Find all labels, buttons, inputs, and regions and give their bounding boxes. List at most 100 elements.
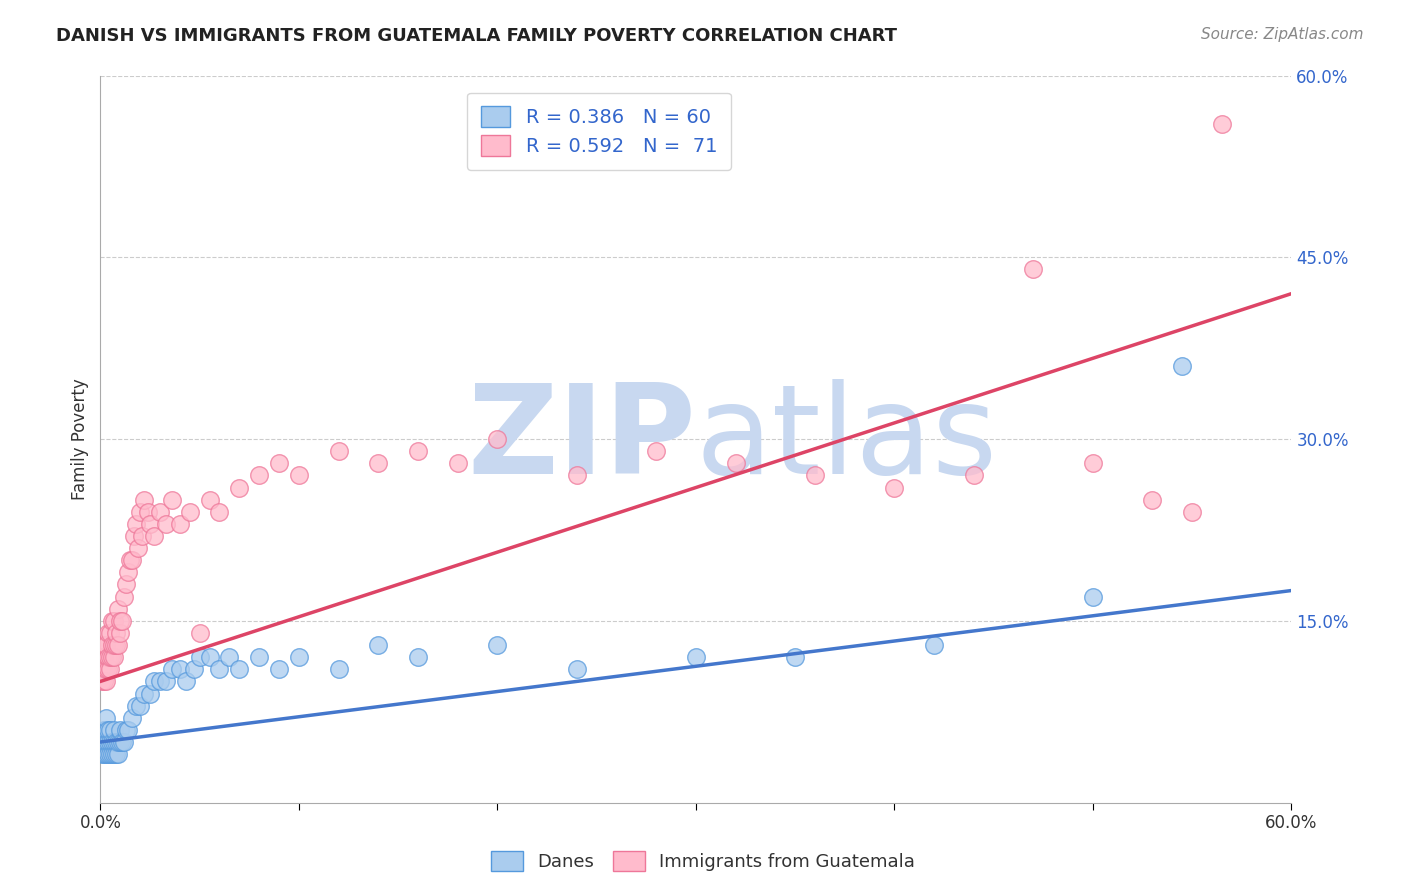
Point (93, 638, 115, 652)
Point (97, 650, 120, 665)
Point (101, 735, 124, 749)
Text: atlas: atlas (696, 378, 998, 500)
Point (120, 553, 142, 567)
Point (198, 650, 221, 665)
Point (149, 505, 172, 519)
Point (96, 723, 118, 737)
Point (96, 638, 118, 652)
Point (804, 468, 827, 483)
Point (96, 674, 118, 689)
Point (1171, 359, 1194, 374)
Point (565, 662, 588, 676)
Legend: R = 0.386   N = 60, R = 0.592   N =  71: R = 0.386 N = 60, R = 0.592 N = 71 (467, 93, 731, 169)
Point (565, 468, 588, 483)
Point (922, 638, 945, 652)
Point (91, 747, 114, 761)
Point (103, 735, 125, 749)
Text: DANISH VS IMMIGRANTS FROM GUATEMALA FAMILY POVERTY CORRELATION CHART: DANISH VS IMMIGRANTS FROM GUATEMALA FAMI… (56, 27, 897, 45)
Point (96, 735, 118, 749)
Point (174, 674, 197, 689)
Point (93, 662, 115, 676)
Legend: Danes, Immigrants from Guatemala: Danes, Immigrants from Guatemala (484, 844, 922, 879)
Point (98, 650, 121, 665)
Point (107, 638, 129, 652)
Point (108, 723, 131, 737)
Point (131, 529, 153, 543)
Point (97, 626, 120, 640)
Text: ZIP: ZIP (467, 378, 696, 500)
Point (111, 735, 134, 749)
Point (105, 735, 128, 749)
Point (169, 516, 191, 531)
Point (93, 723, 115, 737)
Point (97, 662, 120, 676)
Point (486, 638, 509, 652)
Point (121, 711, 143, 725)
Point (93, 735, 115, 749)
Point (367, 638, 389, 652)
Point (1211, 117, 1233, 131)
Point (91, 735, 114, 749)
Point (91, 650, 114, 665)
Point (112, 735, 135, 749)
Point (328, 662, 350, 676)
Point (98, 723, 121, 737)
Point (139, 516, 162, 531)
Point (132, 687, 155, 701)
Point (208, 662, 231, 676)
Point (101, 638, 124, 652)
Text: Source: ZipAtlas.com: Source: ZipAtlas.com (1201, 27, 1364, 42)
Point (155, 674, 177, 689)
Point (97, 747, 120, 761)
Point (108, 735, 131, 749)
Point (179, 505, 201, 519)
Point (111, 614, 134, 628)
Point (218, 650, 240, 665)
Point (288, 468, 311, 483)
Point (149, 674, 172, 689)
Point (93, 747, 115, 761)
Point (115, 577, 138, 591)
Point (91, 662, 114, 676)
Point (129, 505, 152, 519)
Point (107, 735, 129, 749)
Point (125, 698, 148, 713)
Point (228, 662, 250, 676)
Point (117, 723, 139, 737)
Point (288, 650, 311, 665)
Point (160, 492, 183, 507)
Point (367, 456, 389, 470)
Point (247, 650, 270, 665)
Point (188, 650, 211, 665)
Point (125, 516, 148, 531)
Point (103, 747, 125, 761)
Point (183, 662, 205, 676)
Point (121, 553, 143, 567)
Point (685, 650, 707, 665)
Point (247, 468, 270, 483)
Point (724, 456, 747, 470)
Point (188, 626, 211, 640)
Point (103, 650, 125, 665)
Point (101, 650, 124, 665)
Point (963, 468, 986, 483)
Point (96, 711, 118, 725)
Point (105, 638, 128, 652)
Point (108, 626, 131, 640)
Point (1022, 262, 1045, 277)
Point (98, 747, 121, 761)
Point (645, 444, 668, 458)
Point (97, 723, 120, 737)
Point (155, 516, 177, 531)
Point (96, 747, 118, 761)
Point (406, 444, 429, 458)
Point (103, 638, 125, 652)
Point (117, 566, 139, 580)
Point (1181, 505, 1204, 519)
Point (142, 529, 165, 543)
Point (96, 662, 118, 676)
Point (142, 674, 165, 689)
Point (139, 687, 162, 701)
Point (785, 650, 807, 665)
Point (103, 614, 125, 628)
